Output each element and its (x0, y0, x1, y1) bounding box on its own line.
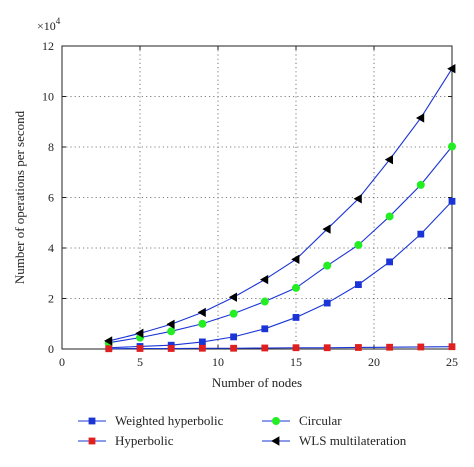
square-marker (292, 344, 300, 352)
triangle-marker (447, 64, 456, 74)
y-tick-label: 8 (48, 140, 54, 154)
legend-item: WLS multilateration (262, 433, 407, 448)
triangle-marker (103, 336, 113, 346)
x-tick-label: 25 (446, 355, 458, 369)
y-tick-label: 0 (48, 342, 54, 356)
legend-label: Circular (299, 413, 342, 428)
grid-lines (62, 46, 452, 349)
square-marker (354, 281, 362, 289)
series-line (108, 200, 453, 349)
plot-frame (61, 45, 453, 350)
x-tick-label: 0 (59, 355, 65, 369)
triangle-marker (259, 274, 269, 285)
square-marker (354, 344, 362, 351)
axis-ticks: 0 5 10 15 20 25 0 2 4 6 8 10 12 (42, 39, 458, 369)
square-marker (417, 343, 425, 351)
y-tick-label: 10 (42, 90, 54, 104)
y-tick-label: 2 (48, 292, 54, 306)
square-marker (448, 343, 456, 351)
y-multiplier-label: ×104 (37, 16, 61, 33)
circle-marker (323, 261, 332, 270)
square-marker (88, 437, 96, 445)
triangle-marker (291, 254, 300, 265)
legend: Weighted hyperbolic Circular Hyperbolic WLS… (78, 413, 407, 448)
series-line (108, 68, 453, 342)
square-marker (386, 343, 394, 351)
y-axis-label: Number of operations per second (12, 110, 27, 284)
circle-marker (229, 309, 238, 318)
y-tick-label: 6 (48, 191, 54, 205)
triangle-marker (322, 224, 331, 234)
legend-item: Circular (262, 413, 342, 428)
series-line (108, 146, 453, 344)
circle-marker (416, 180, 425, 189)
series-circular (104, 142, 456, 347)
square-marker (448, 197, 456, 205)
square-marker (292, 314, 300, 321)
y-multiplier-exponent: 4 (56, 16, 61, 26)
square-marker (230, 344, 238, 352)
x-tick-label: 15 (290, 355, 302, 369)
circle-marker (260, 297, 269, 306)
legend-item: Weighted hyperbolic (78, 413, 224, 428)
y-multiplier-base: ×10 (37, 19, 56, 33)
square-marker (261, 325, 269, 333)
square-marker (105, 345, 113, 353)
y-tick-label: 4 (48, 241, 54, 255)
circle-marker (167, 327, 176, 336)
triangle-marker (271, 436, 280, 446)
square-marker (136, 345, 144, 352)
series-layer (103, 64, 456, 353)
square-marker (417, 230, 425, 238)
triangle-marker (197, 307, 206, 318)
circle-marker (198, 319, 207, 328)
x-tick-label: 5 (137, 355, 143, 369)
square-marker (88, 417, 96, 425)
circle-marker (385, 212, 394, 221)
square-marker (323, 344, 331, 352)
circle-marker (271, 416, 280, 425)
triangle-marker (166, 319, 175, 329)
legend-item: Hyperbolic (78, 433, 174, 448)
series-line (108, 346, 453, 350)
series-wls-multilateration (103, 64, 456, 346)
square-marker (323, 299, 331, 307)
circle-marker (291, 283, 300, 292)
triangle-marker (384, 154, 394, 165)
circle-marker (447, 142, 456, 151)
x-tick-label: 20 (368, 355, 380, 369)
square-marker (198, 344, 206, 352)
triangle-marker (353, 194, 362, 204)
triangle-marker (415, 113, 425, 123)
triangle-marker (135, 328, 144, 339)
x-tick-label: 10 (212, 355, 224, 369)
legend-label: Hyperbolic (115, 433, 174, 448)
square-marker (230, 333, 238, 341)
legend-label: WLS multilateration (299, 433, 407, 448)
triangle-marker (228, 292, 238, 302)
series-hyperbolic (105, 343, 456, 353)
legend-label: Weighted hyperbolic (115, 413, 224, 428)
y-tick-label: 12 (42, 39, 54, 53)
square-marker (386, 258, 394, 266)
square-marker (167, 345, 175, 352)
circle-marker (354, 240, 363, 249)
square-marker (261, 344, 269, 352)
square-marker (198, 338, 206, 346)
x-axis-label: Number of nodes (212, 375, 302, 390)
series-weighted-hyperbolic (105, 197, 456, 352)
